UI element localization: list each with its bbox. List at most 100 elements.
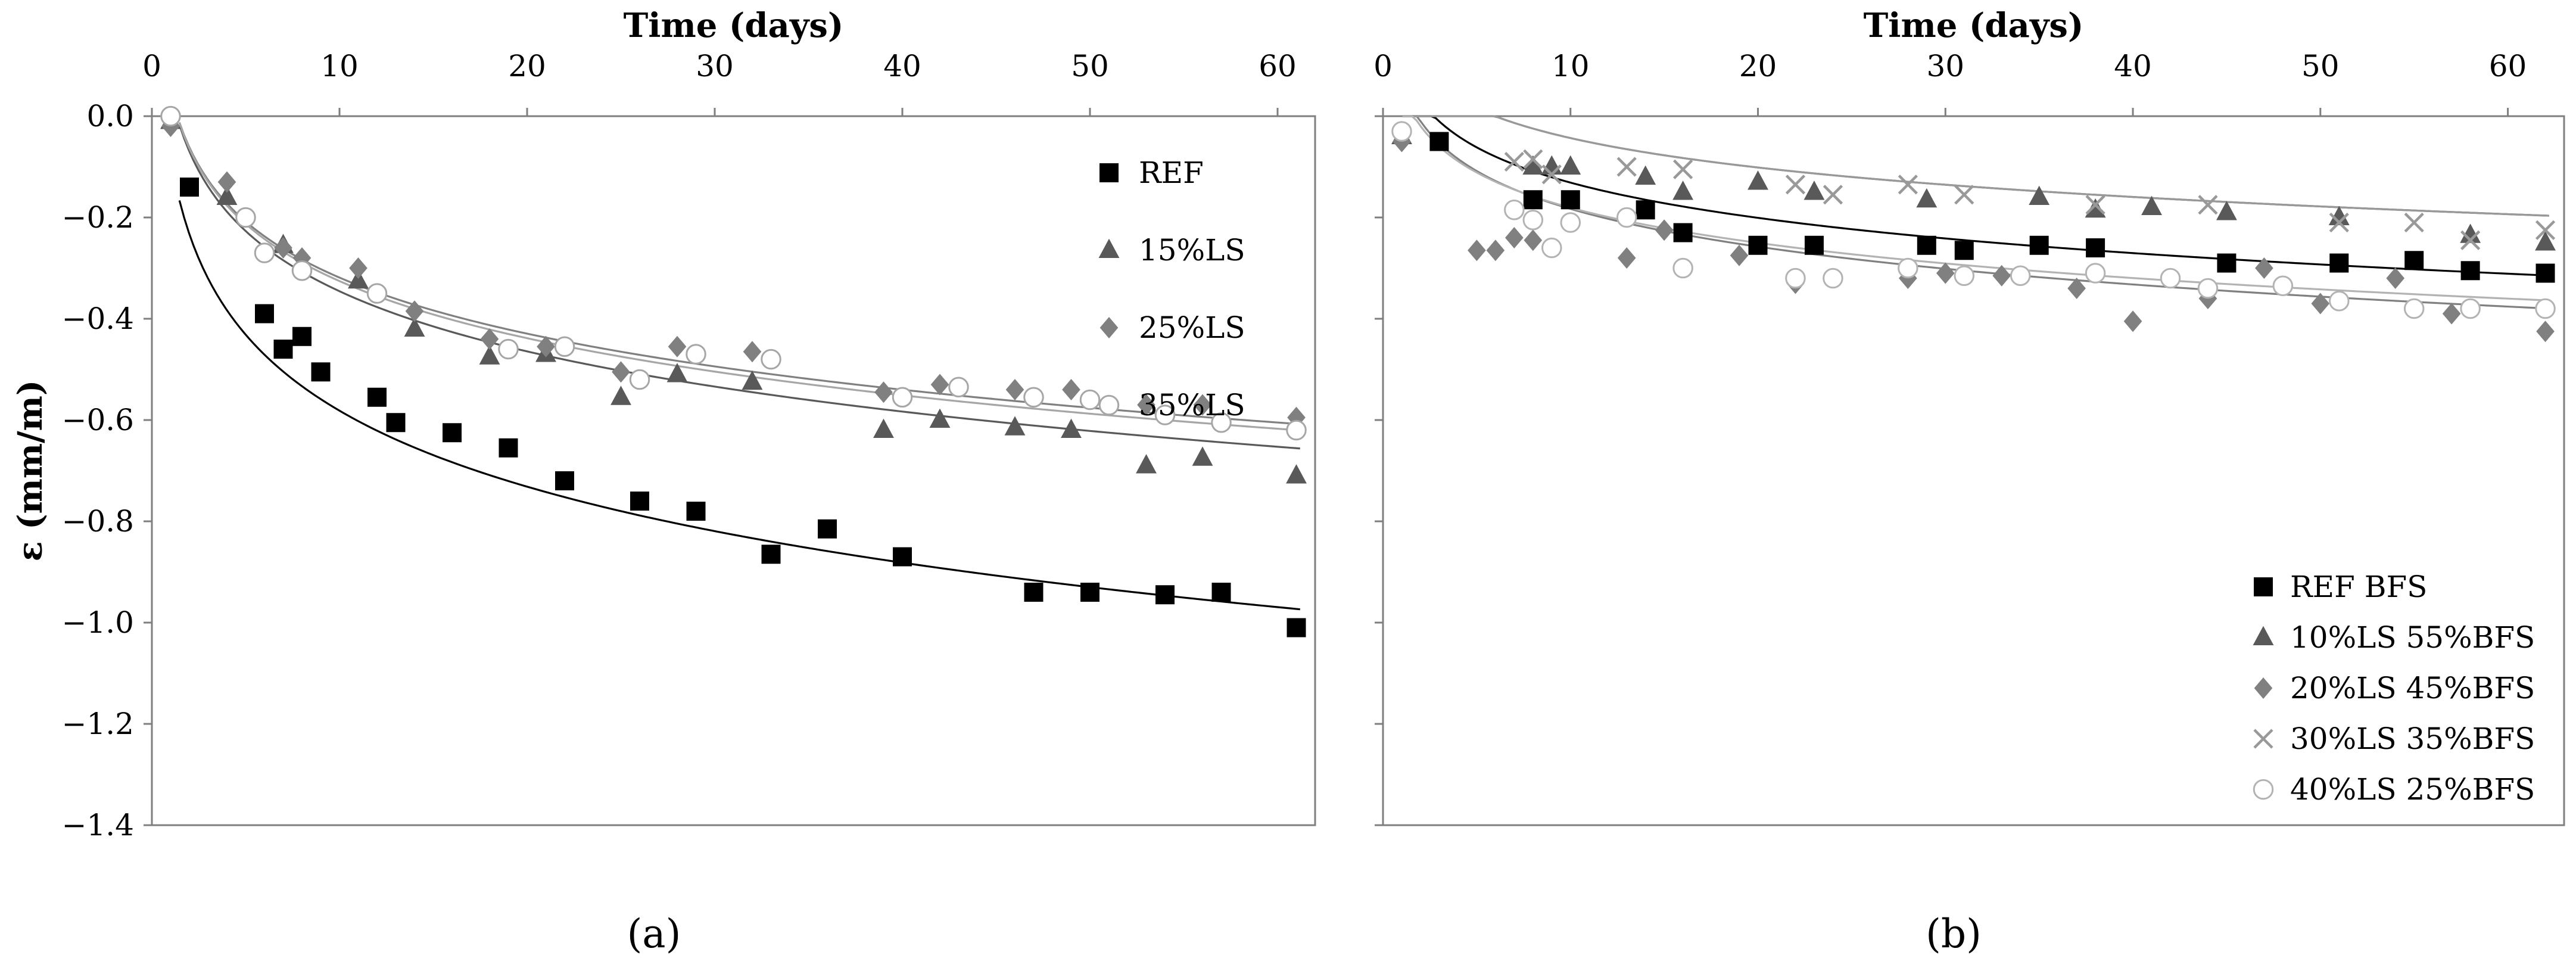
panel-a-legend: REF 15%LS 25%LS 35%LS	[1098, 156, 1245, 422]
panel-b-series-3-point-0	[1504, 151, 1524, 172]
panel-b-series-3-point-7	[1898, 175, 1918, 195]
panel-b-series-0-point-10	[2086, 238, 2105, 257]
panel-b-series-2-point-7	[1730, 244, 1749, 266]
panel-b-legend-label-1: 10%LS 55%BFS	[2290, 620, 2535, 655]
panel-a-series-1-point-13	[1061, 418, 1082, 438]
panel-a-y-tick-label-4: −0.8	[62, 504, 134, 539]
panel-b-series-1-point-14	[2460, 223, 2481, 243]
panel-b-series-3-point-12	[2404, 212, 2424, 233]
panel-b-plot-frame	[1382, 115, 2565, 826]
panel-b-series-3-point-1	[1523, 149, 1543, 169]
panel-a-series-0-point-16	[1080, 583, 1099, 602]
panel-a-series-0-point-13	[818, 519, 837, 539]
panel-b-series-3-point-4-stroke-2	[1673, 159, 1693, 179]
panel-a-series-3-point-5	[498, 338, 519, 360]
panel-a-series-3-point-0	[160, 105, 181, 127]
panel-a-series-0-point-17	[1155, 585, 1175, 605]
panel-a-x-tick-label-3: 30	[696, 49, 734, 83]
panel-a-series-3-point-1	[235, 207, 256, 228]
panel-a-y-tick-label-5: −1.0	[62, 605, 134, 640]
panel-b-series-4-point-10	[1954, 265, 1975, 286]
panel-b-series-3-point-6	[1823, 185, 1843, 205]
panel-a-series-0-point-3	[292, 326, 312, 346]
panel-b-series-3-point-3-stroke-2	[1616, 157, 1637, 177]
panel-b-series-3-point-9	[2085, 195, 2105, 215]
panel-b-series-0-point-7	[1917, 235, 1936, 255]
panel-a-series-0-point-7	[443, 423, 462, 443]
panel-label-b: (b)	[1926, 911, 1982, 957]
panel-a-series-1-point-12	[1004, 416, 1026, 436]
panel-b-series-0-point-14	[2460, 261, 2480, 281]
panel-a-legend-marker-3	[1098, 394, 1120, 416]
panel-b-x-axis-title: Time (days)	[1864, 6, 2084, 45]
panel-b-series-0-point-12	[2329, 253, 2349, 273]
panel-a-legend-label-1: 15%LS	[1139, 233, 1245, 268]
panel-b-series-0-point-13	[2404, 251, 2424, 270]
panel-b-series-3-point-11	[2329, 212, 2349, 233]
panel-b-series-4-point-2	[1522, 210, 1544, 231]
panel-b-legend-marker-1	[2253, 626, 2274, 645]
panel-a-series-1-point-3	[348, 269, 369, 289]
panel-a-series-3-point-4	[366, 283, 388, 304]
panel-a-series-2-point-15	[1137, 394, 1155, 416]
panel-a-series-1-point-4	[404, 317, 425, 337]
panel-b-series-2-point-10	[1936, 262, 1955, 284]
panel-a-plot-frame	[151, 115, 1316, 826]
panel-a-series-1-point-10	[873, 418, 894, 438]
panel-b-legend-label-2: 20%LS 45%BFS	[2290, 671, 2535, 705]
panel-b-series-4-point-3	[1541, 237, 1562, 259]
panel-b-series-3-point-5-stroke-2	[1785, 175, 1806, 195]
panel-a-series-3-point-16	[1286, 419, 1307, 441]
panel-a-series-0-point-15	[1024, 583, 1044, 602]
panel-b-series-0-point-9	[2029, 235, 2049, 255]
panel-b-series-0-point-11	[2217, 253, 2237, 273]
panel-b-trendline-2	[1402, 115, 2549, 310]
panel-a-legend-marker-1	[1098, 238, 1120, 258]
panel-b-series-3-point-4	[1673, 159, 1693, 179]
panel-b-series-3-point-9-stroke-2	[2085, 195, 2105, 215]
panel-b-series-2-point-18	[2442, 303, 2461, 325]
panel-b-series-4-point-1	[1504, 200, 1525, 220]
panel-a-series-2-point-6	[480, 328, 499, 350]
panel-a-series-0-point-6	[386, 413, 406, 433]
panel-a-series-2	[161, 115, 1306, 428]
panel-b-series-4-point-17	[2403, 298, 2425, 319]
panel-b-series-1-point-8	[1916, 188, 1938, 208]
panel-b-series-0	[1429, 132, 2555, 283]
panel-a-series-2-point-16	[1193, 394, 1212, 416]
panel-a-series-3-point-6	[554, 336, 575, 357]
panel-b-x-tick-label-6: 60	[2489, 49, 2527, 83]
panel-b-series-3-point-14-stroke-2	[2535, 220, 2556, 240]
panel-b: Time (days) 0 10 20 30 40 50 60 REF BFS 10%LS 55%…	[1373, 6, 2565, 826]
panel-b-series-3-point-11-stroke-2	[2329, 212, 2349, 233]
panel-a-series-3-point-12	[1023, 387, 1044, 408]
panel-b-series-4-point-0	[1391, 121, 1412, 142]
panel-b-series-3-point-10-stroke-2	[2198, 195, 2218, 215]
panel-a-series-2-point-8	[612, 361, 630, 383]
panel-a-series-1-point-11	[929, 408, 951, 428]
panel-b-x-tick-label-4: 40	[2114, 49, 2152, 83]
panel-b-series-4	[1391, 121, 2556, 319]
panel-b-series-4-point-16	[2329, 291, 2350, 312]
panel-b-series-2-point-2	[1486, 240, 1505, 262]
panel-b-series-1-point-9	[2029, 185, 2050, 205]
panel-a-series-3-point-11	[948, 377, 969, 397]
panel-b-series-3-point-1-stroke-2	[1523, 149, 1543, 169]
panel-b-series-3-point-14	[2535, 220, 2556, 240]
panel-a-series-2-point-13	[1005, 378, 1024, 401]
panel-b-series-2-point-16	[2311, 293, 2330, 315]
panel-b-series-2-point-13	[2123, 310, 2142, 332]
panel-b-series-4-point-8	[1823, 268, 1843, 289]
panel-a-y-tick-label-0: 0.0	[86, 99, 134, 133]
panel-a-y-axis-title: ε (mm/m)	[11, 380, 50, 562]
panel-b-series-4-point-18	[2460, 298, 2481, 319]
panel-b-legend-marker-2	[2254, 677, 2273, 699]
panel-b-series-1-point-4	[1635, 165, 1656, 185]
panel-b-trendline-4	[1402, 115, 2549, 301]
panel-b-trendline-0	[1402, 115, 2549, 277]
panel-b-series-3-point-0-stroke-2	[1504, 151, 1524, 172]
panel-label-a: (a)	[627, 911, 681, 957]
panel-a-series-1-point-7	[610, 385, 631, 405]
